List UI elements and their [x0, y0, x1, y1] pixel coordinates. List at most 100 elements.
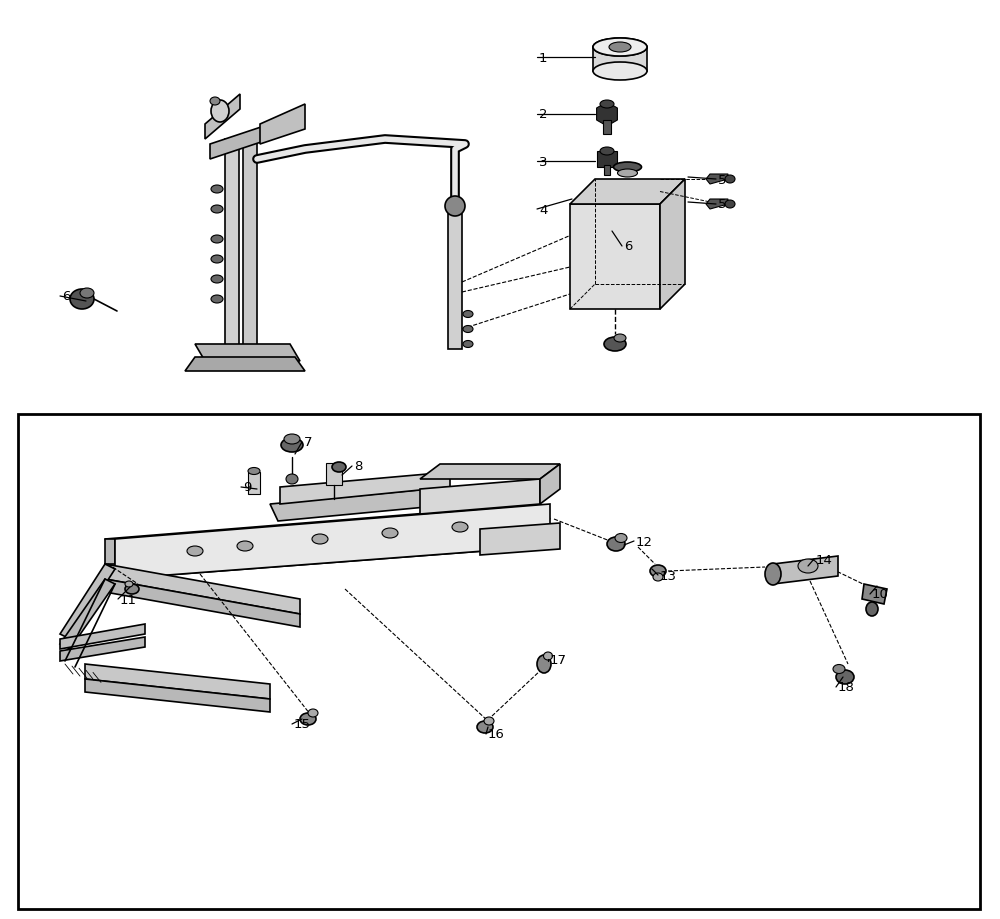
Ellipse shape	[248, 468, 260, 475]
Ellipse shape	[300, 713, 316, 725]
Polygon shape	[115, 505, 550, 579]
Ellipse shape	[211, 296, 223, 303]
Ellipse shape	[125, 584, 139, 595]
Polygon shape	[105, 505, 550, 555]
Text: 14: 14	[816, 553, 833, 566]
Ellipse shape	[211, 186, 223, 194]
Text: 5: 5	[718, 199, 726, 211]
Text: 1: 1	[539, 51, 548, 64]
Text: 2: 2	[539, 108, 548, 121]
Text: 13: 13	[660, 569, 677, 582]
Text: 5: 5	[718, 174, 726, 187]
Ellipse shape	[211, 101, 229, 123]
Polygon shape	[210, 119, 285, 160]
Polygon shape	[195, 345, 300, 361]
Polygon shape	[105, 539, 115, 564]
Ellipse shape	[463, 312, 473, 318]
Text: 6: 6	[624, 240, 632, 254]
Polygon shape	[205, 95, 240, 140]
Ellipse shape	[618, 170, 638, 177]
Ellipse shape	[286, 474, 298, 484]
Ellipse shape	[600, 148, 614, 156]
Polygon shape	[420, 480, 540, 515]
Ellipse shape	[80, 289, 94, 299]
Polygon shape	[60, 624, 145, 650]
Ellipse shape	[125, 582, 133, 587]
Polygon shape	[862, 584, 887, 605]
Text: 9: 9	[243, 481, 251, 494]
Polygon shape	[570, 180, 685, 205]
Polygon shape	[706, 199, 728, 210]
Polygon shape	[260, 105, 305, 145]
Text: 4: 4	[539, 203, 547, 216]
Polygon shape	[480, 524, 560, 555]
Ellipse shape	[237, 541, 253, 551]
Polygon shape	[448, 215, 462, 349]
Polygon shape	[597, 103, 617, 127]
Ellipse shape	[452, 522, 468, 532]
Ellipse shape	[593, 39, 647, 57]
Polygon shape	[280, 472, 450, 505]
Text: 6: 6	[62, 290, 70, 303]
Text: 8: 8	[354, 460, 362, 473]
Text: 7: 7	[304, 436, 313, 449]
Ellipse shape	[211, 206, 223, 214]
Ellipse shape	[604, 337, 626, 352]
Polygon shape	[660, 180, 685, 310]
Bar	[603, 121, 611, 135]
Bar	[18, 414, 980, 909]
Text: 11: 11	[120, 593, 137, 606]
Text: 10: 10	[872, 588, 889, 601]
Ellipse shape	[211, 276, 223, 284]
Ellipse shape	[615, 534, 627, 543]
Polygon shape	[570, 205, 660, 310]
Text: 3: 3	[539, 155, 548, 168]
Bar	[326, 463, 342, 485]
Polygon shape	[60, 637, 145, 662]
Polygon shape	[60, 579, 115, 650]
Ellipse shape	[833, 664, 845, 674]
Polygon shape	[185, 357, 305, 371]
Ellipse shape	[653, 573, 663, 582]
Text: 18: 18	[838, 681, 855, 694]
Polygon shape	[60, 564, 115, 640]
Bar	[604, 165, 610, 176]
Bar	[248, 472, 260, 494]
Polygon shape	[225, 140, 239, 349]
Polygon shape	[593, 48, 647, 72]
Polygon shape	[773, 556, 838, 584]
Text: 12: 12	[636, 535, 653, 548]
Ellipse shape	[866, 602, 878, 617]
Ellipse shape	[382, 528, 398, 539]
Polygon shape	[540, 464, 560, 505]
Text: 16: 16	[488, 728, 505, 741]
Ellipse shape	[798, 560, 818, 573]
Ellipse shape	[600, 101, 614, 108]
Polygon shape	[420, 464, 560, 480]
Polygon shape	[243, 140, 257, 349]
Ellipse shape	[211, 236, 223, 244]
Ellipse shape	[477, 721, 493, 733]
Ellipse shape	[614, 335, 626, 343]
Text: 15: 15	[294, 718, 311, 731]
Polygon shape	[706, 175, 728, 185]
Ellipse shape	[308, 709, 318, 717]
Ellipse shape	[607, 538, 625, 551]
Ellipse shape	[836, 670, 854, 685]
Ellipse shape	[463, 326, 473, 333]
Ellipse shape	[445, 197, 465, 217]
Polygon shape	[85, 664, 270, 699]
Ellipse shape	[281, 438, 303, 452]
Polygon shape	[270, 487, 458, 521]
Text: 17: 17	[550, 652, 567, 665]
Ellipse shape	[609, 43, 631, 53]
Bar	[597, 152, 617, 168]
Polygon shape	[105, 531, 550, 579]
Ellipse shape	[544, 652, 552, 660]
Ellipse shape	[765, 563, 781, 585]
Ellipse shape	[70, 289, 94, 310]
Ellipse shape	[211, 255, 223, 264]
Ellipse shape	[725, 176, 735, 184]
Ellipse shape	[537, 655, 551, 674]
Polygon shape	[105, 564, 300, 614]
